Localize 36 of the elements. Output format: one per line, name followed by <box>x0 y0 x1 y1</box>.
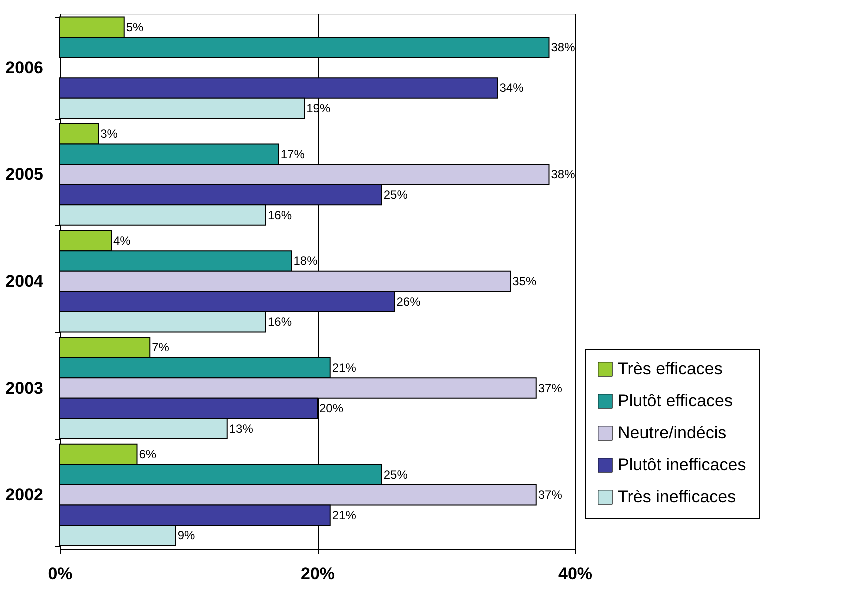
data-label: 16% <box>268 208 292 222</box>
legend-label: Plutôt efficaces <box>618 392 733 410</box>
legend-label: Très efficaces <box>618 360 723 378</box>
y-tick-label: 2006 <box>6 58 44 78</box>
x-tick-label: 0% <box>48 564 73 584</box>
x-tick-label: 40% <box>558 564 593 584</box>
data-label: 9% <box>178 528 196 543</box>
data-label: 26% <box>396 294 422 309</box>
data-label: 21% <box>332 508 357 522</box>
y-tick-label: 2005 <box>6 165 44 184</box>
data-label: 13% <box>229 422 254 436</box>
data-label: 37% <box>538 488 563 502</box>
data-label: 3% <box>100 127 118 142</box>
data-label: 21% <box>332 360 357 375</box>
data-label: 38% <box>551 168 576 182</box>
legend-label: Très inefficaces <box>618 488 736 506</box>
data-label: 37% <box>538 381 563 396</box>
data-label: 4% <box>114 234 132 248</box>
legend-label: Neutre/indécis <box>618 424 727 442</box>
y-tick-label: 2003 <box>6 378 44 398</box>
data-label: 25% <box>384 468 408 482</box>
data-label: 38% <box>551 40 576 55</box>
data-label: 6% <box>139 447 157 462</box>
data-label: 16% <box>268 315 292 330</box>
y-tick-label: 2004 <box>6 272 44 291</box>
data-label: 7% <box>152 340 170 355</box>
x-tick-label: 20% <box>300 564 336 584</box>
data-label: 34% <box>500 81 524 96</box>
data-label: 25% <box>384 188 408 202</box>
data-label: 17% <box>280 147 306 162</box>
y-tick-label: 2002 <box>6 486 44 505</box>
data-label: 35% <box>512 274 537 288</box>
data-label: 20% <box>320 402 344 416</box>
data-label: 18% <box>294 254 318 268</box>
data-label: 5% <box>126 20 144 34</box>
legend-label: Plutôt inefficaces <box>618 456 746 474</box>
